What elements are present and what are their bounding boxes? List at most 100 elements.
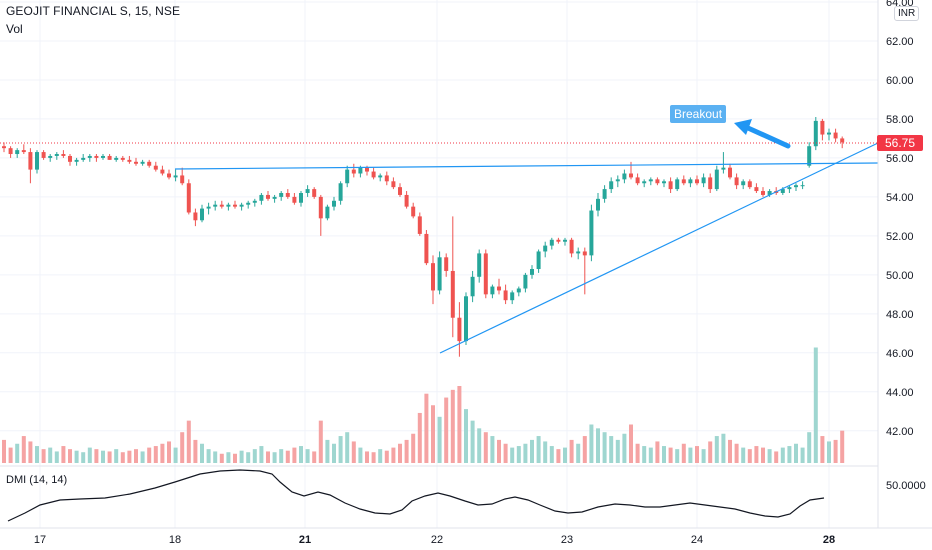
candle-body [120,157,125,160]
candle-body [398,187,402,195]
volume-bar [437,416,442,463]
volume-bar [107,451,112,463]
volume-label: Vol [6,22,23,36]
candle-body [351,169,356,174]
candle-body [226,204,231,207]
volume-bar [68,449,72,463]
candle-body [68,155,72,162]
volume-bar [219,453,224,463]
volume-bar [622,433,627,463]
volume-bar [688,447,693,463]
volume-bar [74,450,79,463]
candle-body [813,120,818,147]
candle-body [767,191,772,195]
volume-bar [81,452,86,463]
candle-body [695,179,699,184]
volume-bar [200,443,204,463]
volume-bar [556,449,561,463]
candle-body [787,187,792,190]
candle-body [450,270,455,318]
candle-body [655,179,660,184]
volume-bar [648,447,653,463]
volume-bar [483,432,488,463]
candle-body [794,185,798,188]
volume-bar [761,447,765,463]
price-tick-label: 54.00 [886,192,914,204]
price-axis: 42.00 44.00 46.00 48.00 50.00 52.00 54.00 56.00… [877,0,914,528]
volume-bar [701,449,706,463]
candle-body [714,169,719,190]
volume-bar [8,447,13,463]
volume-bar [101,450,105,463]
price-tick-label: 46.00 [886,348,914,360]
candle-body [497,286,501,291]
volume-bar [800,447,805,463]
candle-body [464,296,468,342]
volume-bar [523,443,528,463]
candle-body [629,173,633,178]
candle-body [721,167,726,170]
candle-body [186,183,191,213]
time-tick-label: 21 [299,534,311,546]
currency-badge[interactable]: INR [894,6,920,21]
volume-bar [741,447,746,463]
candle-body [688,179,693,184]
volume-bar [345,432,350,463]
time-tick-label: 22 [431,534,443,546]
volume-bar [827,441,831,463]
candle-body [41,152,46,158]
volume-bar [140,451,145,463]
volume-bar [272,452,277,463]
volume-bar [681,443,686,463]
volume-bar [431,405,435,463]
volume-bar [754,446,759,463]
candle-body [424,233,429,264]
candle-body [285,192,290,197]
volume-bar [206,449,211,463]
candle-body [140,161,145,164]
candle-body [74,159,79,162]
volume-bar [299,446,303,463]
volume-bar [180,432,185,463]
candle-body [549,239,554,246]
price-tick-label: 42.00 [886,426,914,438]
volume-bar [549,446,554,463]
dmi-panel: 50.0000 [0,465,926,522]
volume-bar [252,449,257,463]
candle-body [266,194,270,199]
volume-bar [94,449,99,463]
candle-body [609,181,614,190]
candle-body [153,165,158,170]
volume-bar [609,436,614,463]
breakout-label[interactable]: Breakout [670,105,727,123]
candle-body [233,204,237,207]
candle-body [173,175,178,178]
price-tick-label: 64.00 [886,0,914,9]
volume-bar [120,452,125,463]
candle-body [312,189,317,197]
volume-bar [708,441,713,463]
candle-body [602,189,607,199]
volume-bar [596,428,600,463]
candle-body [200,208,204,221]
candle-body [662,181,666,184]
candle-body [675,179,680,190]
volume-bar [695,446,699,463]
resistance-line [174,162,879,170]
candle-body [299,192,303,203]
volume-bar [167,441,171,463]
volume-bar [213,451,218,463]
volume-bar [490,436,495,463]
volume-bar [629,424,633,463]
candle-body [338,183,343,201]
price-tick-label: 58.00 [886,114,914,126]
volume-bar [477,428,482,463]
volume-bar [675,449,680,463]
symbol-title: GEOJIT FINANCIAL S, 15, NSE [6,4,181,18]
volume-bar [840,430,845,463]
last-price-tag: 56.75 [877,135,923,151]
volume-bar [787,446,792,463]
volume-bar [292,447,297,463]
volume-bar [464,409,468,463]
